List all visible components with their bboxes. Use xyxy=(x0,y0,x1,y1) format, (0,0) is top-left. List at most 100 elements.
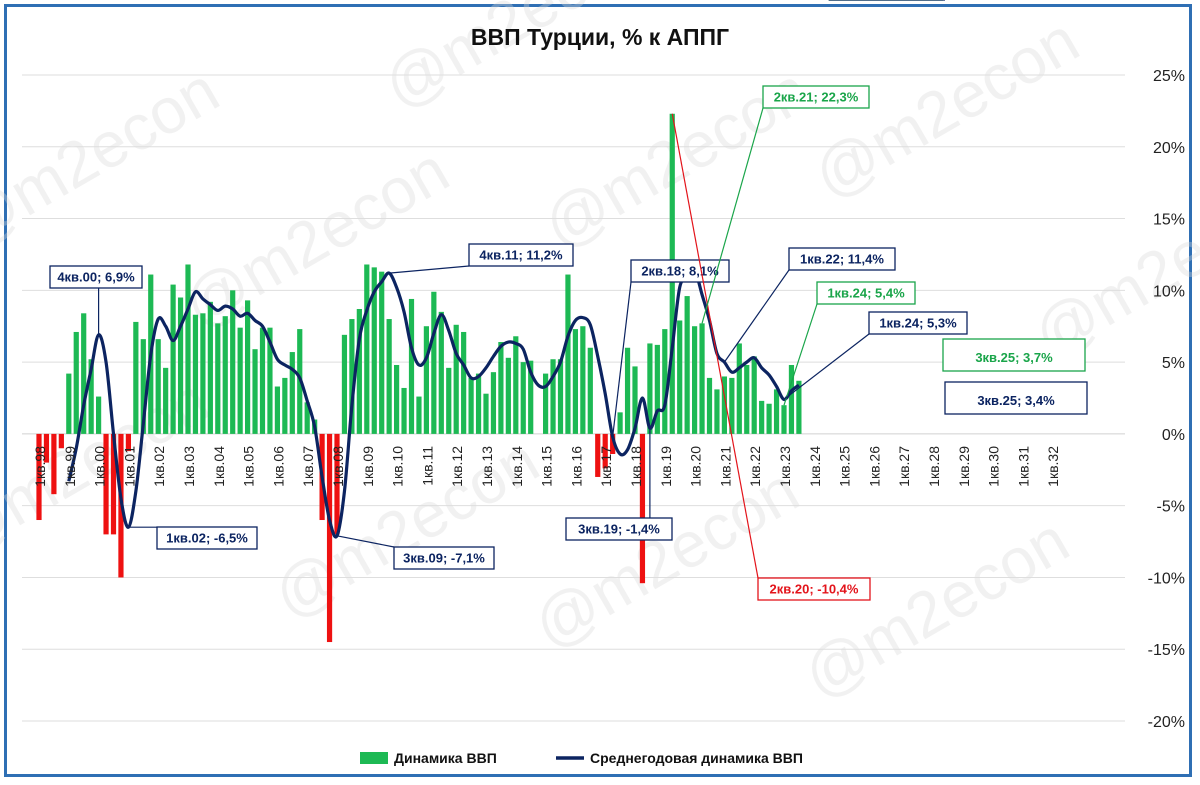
bar xyxy=(215,323,221,434)
bar xyxy=(513,336,519,434)
annotation-leader xyxy=(671,113,759,579)
watermark-text: @m2econ xyxy=(371,0,660,122)
bar xyxy=(274,386,280,434)
y-tick-label: -15% xyxy=(1148,642,1185,659)
y-tick-label: 0% xyxy=(1162,427,1185,444)
bar xyxy=(267,327,273,434)
x-tick-label: 1кв.29 xyxy=(956,446,972,487)
bar xyxy=(326,433,333,643)
x-tick-label: 1кв.05 xyxy=(241,446,257,487)
x-tick-label: 1кв.98 xyxy=(32,446,48,487)
bar xyxy=(602,433,608,469)
bar xyxy=(721,376,727,434)
annotation-label: 3кв.25; 3,7% xyxy=(975,350,1053,365)
annotation-callout: 4кв.00; 6,9% xyxy=(49,265,143,335)
bar xyxy=(580,326,586,434)
bar xyxy=(289,352,295,434)
annotation-label: 4кв.00; 6,9% xyxy=(57,270,135,285)
bar xyxy=(796,380,802,434)
annotation-leader xyxy=(612,281,632,437)
bar xyxy=(36,433,42,521)
x-tick-label: 1кв.28 xyxy=(926,446,942,487)
annotation-label: 2кв.21; 22,3% xyxy=(774,90,859,105)
bar xyxy=(550,359,556,434)
y-tick-label: 10% xyxy=(1153,283,1185,300)
bar xyxy=(662,329,668,434)
x-tick-label: 1кв.27 xyxy=(896,446,912,487)
bar xyxy=(498,342,504,434)
bar xyxy=(587,347,593,434)
x-tick-label: 1кв.15 xyxy=(539,446,555,487)
legend-swatch-bar xyxy=(360,752,388,764)
annotation-box xyxy=(942,338,1086,372)
y-tick-label: 5% xyxy=(1162,355,1185,372)
bar xyxy=(692,326,698,434)
x-tick-label: 1кв.00 xyxy=(92,446,108,487)
x-tick-label: 1кв.14 xyxy=(509,446,525,487)
annotation-leader xyxy=(723,269,790,363)
bar xyxy=(520,362,526,434)
annotation-label: 1кв.22; 11,4% xyxy=(800,252,884,267)
bar xyxy=(744,364,750,434)
bar xyxy=(140,339,146,434)
bar xyxy=(677,320,683,434)
x-tick-label: 1кв.25 xyxy=(837,446,853,487)
bar xyxy=(110,433,117,535)
bar xyxy=(51,433,57,495)
bar xyxy=(371,267,377,434)
bar xyxy=(364,264,370,434)
x-tick-label: 1кв.07 xyxy=(300,446,316,487)
annotation-callout: 1кв.22; 11,4% xyxy=(723,247,896,363)
bar xyxy=(706,377,713,434)
x-tick-label: 1кв.06 xyxy=(270,446,286,487)
x-tick-label: 1кв.24 xyxy=(807,446,823,487)
bar xyxy=(468,377,474,434)
bar xyxy=(699,323,705,434)
bar xyxy=(483,393,489,434)
annotation-box xyxy=(393,546,495,570)
bar xyxy=(773,389,780,434)
y-tick-label: 20% xyxy=(1153,140,1185,157)
annotation-box xyxy=(156,526,258,550)
bar xyxy=(394,364,400,434)
bar xyxy=(736,343,742,434)
x-tick-label: 1кв.04 xyxy=(211,446,227,487)
bar xyxy=(207,301,213,434)
x-tick-label: 1кв.10 xyxy=(390,446,406,487)
bar xyxy=(222,316,228,434)
annotation-box xyxy=(468,243,574,267)
annotation-callout: 3кв.19; -1,4% xyxy=(565,428,673,541)
line-layer xyxy=(67,268,800,539)
annotation-box xyxy=(868,311,968,335)
y-tick-label: -5% xyxy=(1157,499,1185,516)
bar xyxy=(446,367,452,434)
y-tick-label: -20% xyxy=(1148,714,1185,731)
annotation-label: 3кв.09; -7,1% xyxy=(403,551,485,566)
annotation-leader xyxy=(389,265,470,274)
x-tick-label: 1кв.09 xyxy=(360,446,376,487)
legend-label-bar: Динамика ВВП xyxy=(394,750,497,766)
bar xyxy=(252,349,258,434)
x-tick-label: 1кв.21 xyxy=(717,446,733,487)
watermark-text: @m2econ xyxy=(171,133,460,342)
bar xyxy=(103,433,109,535)
x-tick-label: 1кв.30 xyxy=(986,446,1002,487)
bar xyxy=(453,324,459,434)
annotation-leader xyxy=(783,333,870,400)
bar xyxy=(408,298,415,434)
bar xyxy=(572,329,578,434)
bar xyxy=(632,366,638,434)
x-tick-label: 1кв.13 xyxy=(479,446,495,487)
annotation-leader xyxy=(783,303,818,406)
annotation-label: 1кв.02; -6,5% xyxy=(166,531,248,546)
bar xyxy=(304,402,310,434)
bar xyxy=(647,343,653,434)
bar xyxy=(423,326,429,434)
bar xyxy=(684,296,690,434)
annotation-callout: 1кв.02; -6,5% xyxy=(128,526,258,550)
bar xyxy=(557,359,564,434)
annotation-box xyxy=(565,517,673,541)
annotation-leader xyxy=(336,535,395,548)
bar xyxy=(379,271,385,434)
bar xyxy=(729,377,735,434)
